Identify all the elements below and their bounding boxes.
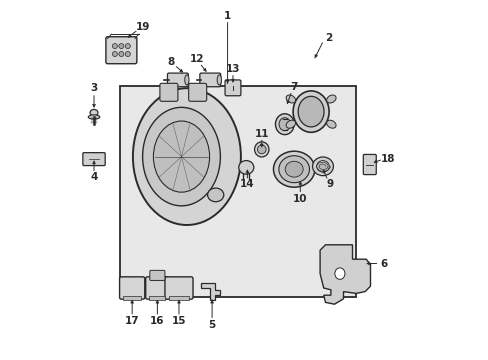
Ellipse shape [254,142,268,157]
Ellipse shape [298,96,324,127]
Ellipse shape [112,51,117,57]
Text: 8: 8 [167,57,174,67]
Ellipse shape [316,161,328,172]
Text: 11: 11 [254,129,268,139]
Ellipse shape [278,156,309,183]
FancyBboxPatch shape [149,270,164,280]
Text: 18: 18 [380,154,394,164]
FancyBboxPatch shape [145,277,169,299]
Ellipse shape [285,161,303,177]
Text: 15: 15 [171,316,186,326]
FancyBboxPatch shape [106,37,137,64]
Circle shape [257,145,265,154]
Text: 5: 5 [208,320,215,330]
Ellipse shape [326,95,335,103]
Bar [149,296,165,300]
Ellipse shape [326,120,335,128]
Ellipse shape [119,44,123,49]
Ellipse shape [285,120,295,128]
Ellipse shape [90,109,98,116]
Ellipse shape [285,95,295,103]
Text: 3: 3 [90,83,98,93]
Ellipse shape [312,157,333,176]
FancyBboxPatch shape [120,277,144,299]
Ellipse shape [125,44,130,49]
Text: 1: 1 [224,11,231,21]
FancyBboxPatch shape [82,153,105,166]
FancyBboxPatch shape [200,73,220,87]
FancyBboxPatch shape [188,83,206,101]
Ellipse shape [238,161,253,174]
Ellipse shape [207,188,224,202]
Text: 9: 9 [326,179,333,189]
Bar [120,86,355,297]
Bar [168,296,189,300]
Ellipse shape [273,151,314,187]
Text: 2: 2 [325,33,332,43]
Text: 12: 12 [189,54,204,64]
Text: 14: 14 [240,179,254,189]
Ellipse shape [292,91,328,132]
Text: 6: 6 [380,258,387,269]
Ellipse shape [88,115,100,119]
Ellipse shape [112,44,117,49]
Polygon shape [320,245,370,304]
Polygon shape [201,283,220,300]
Bar [123,296,141,300]
Text: 10: 10 [292,194,307,204]
Ellipse shape [184,75,189,85]
Ellipse shape [133,88,241,225]
Ellipse shape [125,51,130,57]
Text: 17: 17 [124,316,139,326]
Ellipse shape [153,121,209,192]
FancyBboxPatch shape [160,83,178,101]
Text: 7: 7 [290,82,297,92]
Ellipse shape [334,268,344,279]
Text: 19: 19 [136,22,150,32]
Ellipse shape [275,114,294,135]
Text: 13: 13 [225,64,240,74]
FancyBboxPatch shape [224,80,241,96]
Ellipse shape [217,75,221,85]
FancyBboxPatch shape [167,73,188,87]
Ellipse shape [119,51,123,57]
FancyBboxPatch shape [164,277,193,299]
FancyBboxPatch shape [363,154,375,175]
Ellipse shape [279,118,290,131]
Text: 4: 4 [90,172,98,182]
Ellipse shape [142,107,220,206]
Text: 16: 16 [150,316,164,326]
